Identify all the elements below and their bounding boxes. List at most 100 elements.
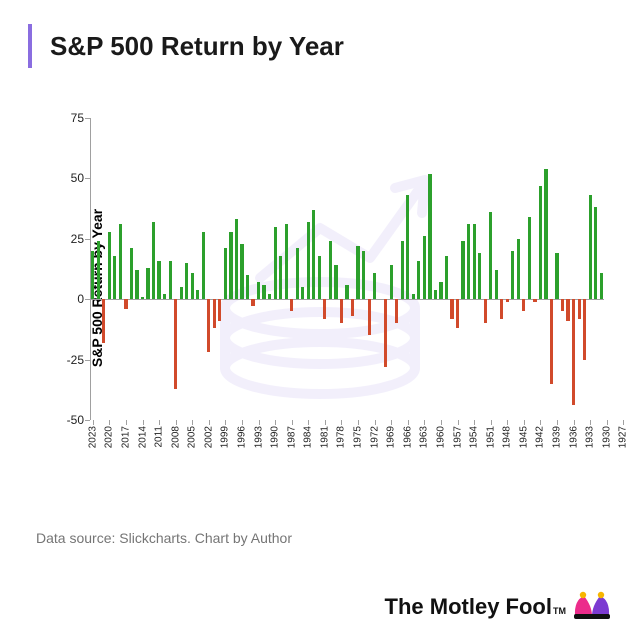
- x-tick-mark: [574, 420, 575, 425]
- bar: [395, 299, 398, 323]
- y-tick-label: -25: [67, 353, 84, 367]
- x-tick-label: 1963: [419, 426, 430, 448]
- bar: [290, 299, 293, 311]
- x-tick-mark: [242, 420, 243, 425]
- x-tick-label: 2020: [104, 426, 115, 448]
- bar: [456, 299, 459, 328]
- x-tick-label: 2008: [170, 426, 181, 448]
- x-tick-label: 1936: [568, 426, 579, 448]
- title-accent-bar: [28, 24, 32, 68]
- bar: [257, 282, 260, 299]
- x-tick-label: 2023: [87, 426, 98, 448]
- y-tick-mark: [85, 118, 90, 119]
- bar: [566, 299, 569, 321]
- x-tick-mark: [408, 420, 409, 425]
- x-tick-mark: [259, 420, 260, 425]
- bar: [262, 285, 265, 299]
- x-tick-label: 1969: [386, 426, 397, 448]
- bar: [102, 299, 105, 342]
- bar: [285, 224, 288, 299]
- x-tick-mark: [540, 420, 541, 425]
- bar: [583, 299, 586, 359]
- x-tick-mark: [93, 420, 94, 425]
- x-tick-label: 1984: [303, 426, 314, 448]
- x-tick-label: 2005: [187, 426, 198, 448]
- x-tick-mark: [590, 420, 591, 425]
- x-tick-mark: [341, 420, 342, 425]
- x-tick-label: 2011: [154, 426, 165, 448]
- y-tick-label: 25: [71, 232, 84, 246]
- bar: [146, 268, 149, 299]
- bar: [235, 219, 238, 299]
- x-tick-mark: [474, 420, 475, 425]
- bar: [572, 299, 575, 405]
- x-tick-label: 2017: [120, 426, 131, 448]
- x-tick-label: 1951: [485, 426, 496, 448]
- bar: [296, 248, 299, 299]
- x-tick-mark: [458, 420, 459, 425]
- y-tick-mark: [85, 178, 90, 179]
- bar: [390, 265, 393, 299]
- bar: [506, 299, 509, 301]
- bar: [594, 207, 597, 299]
- x-tick-label: 2002: [203, 426, 214, 448]
- x-tick-label: 1981: [319, 426, 330, 448]
- bar: [522, 299, 525, 311]
- bar: [119, 224, 122, 299]
- bar: [141, 297, 144, 299]
- x-tick-mark: [491, 420, 492, 425]
- y-tick-mark: [85, 360, 90, 361]
- bar: [152, 222, 155, 299]
- bar: [157, 261, 160, 300]
- x-tick-mark: [375, 420, 376, 425]
- bar: [196, 290, 199, 300]
- bar: [340, 299, 343, 323]
- y-tick-label: 0: [77, 292, 84, 306]
- bar: [113, 256, 116, 299]
- bar: [461, 241, 464, 299]
- bar: [600, 273, 603, 300]
- x-tick-label: 1987: [286, 426, 297, 448]
- bar: [97, 241, 100, 299]
- bar: [450, 299, 453, 318]
- bar: [174, 299, 177, 388]
- x-tick-label: 1948: [502, 426, 513, 448]
- logo-tm: TM: [553, 606, 566, 616]
- bar: [274, 227, 277, 299]
- bar: [163, 294, 166, 299]
- x-tick-mark: [176, 420, 177, 425]
- bar: [384, 299, 387, 367]
- x-tick-mark: [126, 420, 127, 425]
- x-tick-mark: [225, 420, 226, 425]
- logo-text: The Motley FoolTM: [385, 594, 566, 620]
- bar: [345, 285, 348, 299]
- bar: [528, 217, 531, 299]
- bar: [589, 195, 592, 299]
- x-tick-label: 1993: [253, 426, 264, 448]
- bar: [268, 294, 271, 299]
- bar: [478, 253, 481, 299]
- title-block: S&P 500 Return by Year: [28, 24, 344, 68]
- x-tick-label: 1945: [518, 426, 529, 448]
- x-tick-label: 1996: [236, 426, 247, 448]
- bar: [423, 236, 426, 299]
- bar: [185, 263, 188, 299]
- bar: [356, 246, 359, 299]
- x-tick-label: 1957: [452, 426, 463, 448]
- bar: [323, 299, 326, 318]
- bar: [428, 174, 431, 300]
- x-tick-mark: [623, 420, 624, 425]
- chart: S&P 500 Return by Year -50-2502550752023…: [28, 108, 612, 468]
- motley-fool-logo: The Motley FoolTM: [385, 586, 612, 620]
- bar: [251, 299, 254, 306]
- bar: [318, 256, 321, 299]
- bar: [135, 270, 138, 299]
- x-tick-mark: [391, 420, 392, 425]
- x-tick-mark: [607, 420, 608, 425]
- bar: [412, 294, 415, 299]
- bar: [334, 265, 337, 299]
- bar: [473, 224, 476, 299]
- bar: [207, 299, 210, 352]
- bar: [279, 256, 282, 299]
- x-tick-label: 1954: [469, 426, 480, 448]
